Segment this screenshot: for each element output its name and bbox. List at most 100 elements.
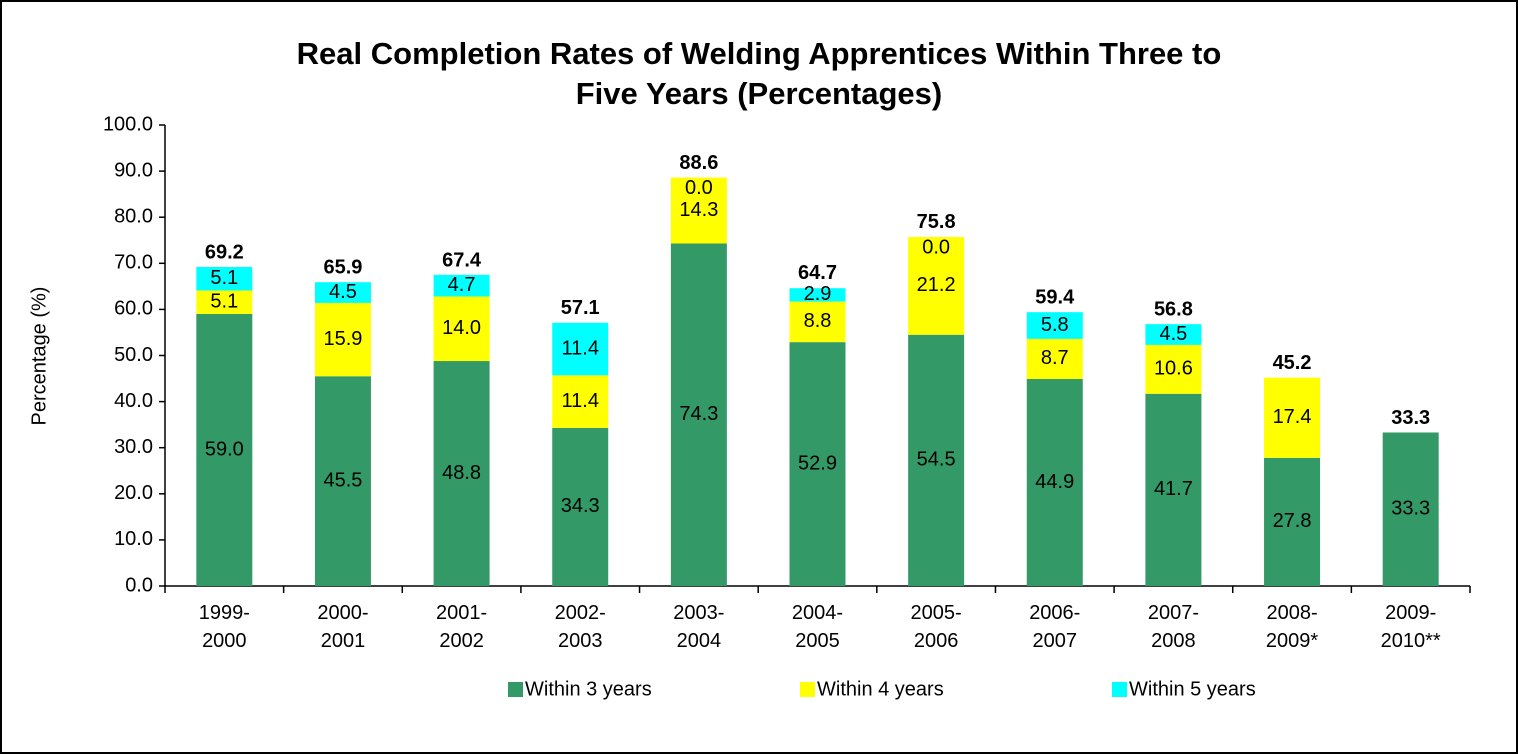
- total-label: 65.9: [323, 256, 362, 278]
- total-label: 33.3: [1391, 407, 1430, 429]
- y-tick-label: 40.0: [114, 390, 153, 412]
- data-label: 59.0: [205, 438, 244, 460]
- data-label: 15.9: [323, 328, 362, 350]
- data-label: 21.2: [917, 274, 956, 296]
- bar-segment: [908, 334, 965, 586]
- bar-segment: [433, 296, 490, 362]
- y-tick-label: 60.0: [114, 298, 153, 320]
- bar-segment: [908, 237, 965, 335]
- total-label: 75.8: [917, 211, 956, 233]
- bar-segment: [1026, 338, 1083, 380]
- total-label: 69.2: [205, 241, 244, 263]
- bar-segment: [552, 322, 609, 376]
- bar-segment: [196, 266, 253, 291]
- y-tick-label: 30.0: [114, 436, 153, 458]
- bar-segment: [1264, 377, 1321, 458]
- x-tick-label: 2004-2005: [792, 602, 843, 652]
- total-label: 57.1: [561, 297, 600, 319]
- y-tick-label: 0.0: [125, 574, 153, 596]
- data-label: 14.3: [679, 199, 718, 221]
- y-tick-label: 50.0: [114, 344, 153, 366]
- data-label: 5.1: [210, 291, 238, 313]
- x-tick-label: 2008-2009*: [1266, 602, 1318, 652]
- data-label: 44.9: [1035, 471, 1074, 493]
- data-label: 14.0: [442, 317, 481, 339]
- legend-swatch: [800, 682, 815, 697]
- total-label: 56.8: [1154, 298, 1193, 320]
- bar-segment: [433, 274, 490, 297]
- data-label: 11.4: [562, 337, 599, 359]
- data-label: 27.8: [1273, 510, 1312, 532]
- bar-segment: [196, 290, 253, 315]
- bar-segment: [1382, 432, 1439, 586]
- x-tick-label: 2009-2010**: [1381, 602, 1441, 652]
- data-label: 34.3: [561, 495, 600, 517]
- x-tick-label: 2007-2008: [1148, 602, 1199, 652]
- legend-label: Within 4 years: [817, 678, 944, 700]
- data-label: 52.9: [798, 452, 837, 474]
- x-tick-label: 2003-2004: [673, 602, 724, 652]
- total-label: 67.4: [442, 250, 482, 272]
- y-axis-label: Percentage (%): [28, 287, 50, 426]
- total-label: 88.6: [679, 152, 718, 174]
- data-label: 8.8: [804, 310, 832, 332]
- data-label: 10.6: [1154, 358, 1193, 380]
- data-label: 0.0: [685, 177, 713, 199]
- bar-segment: [433, 361, 490, 586]
- bar-segment: [1145, 344, 1202, 394]
- chart-title: Real Completion Rates of Welding Apprent…: [297, 36, 1222, 71]
- total-label: 64.7: [798, 262, 837, 284]
- x-tick-label: 2002-2003: [555, 602, 606, 652]
- x-tick-label: 2006-2007: [1029, 602, 1080, 652]
- y-tick-label: 100.0: [103, 113, 153, 135]
- bar-segment: [1145, 324, 1202, 345]
- data-label: 74.3: [679, 403, 718, 425]
- chart-title: Five Years (Percentages): [576, 76, 942, 111]
- y-tick-label: 20.0: [114, 482, 153, 504]
- data-label: 2.9: [804, 283, 832, 305]
- bar-segment: [789, 288, 846, 302]
- bar-segment: [552, 427, 609, 586]
- x-tick-label: 2000-2001: [317, 602, 368, 652]
- data-label: 41.7: [1154, 478, 1193, 500]
- data-label: 45.5: [323, 469, 362, 491]
- data-label: 33.3: [1391, 498, 1430, 520]
- data-label: 0.0: [922, 236, 950, 258]
- y-tick-label: 90.0: [114, 159, 153, 181]
- x-tick-label: 1999-2000: [199, 602, 250, 652]
- bar-segment: [1145, 393, 1202, 586]
- legend-swatch: [508, 682, 523, 697]
- bar-segment: [670, 177, 727, 244]
- data-label: 8.7: [1041, 347, 1069, 369]
- x-tick-label: 2001-2002: [436, 602, 487, 652]
- bar-segment: [670, 243, 727, 587]
- bar-segment: [789, 301, 846, 343]
- bar-segment: [552, 375, 609, 428]
- data-label: 11.4: [562, 390, 599, 412]
- legend-label: Within 3 years: [525, 678, 652, 700]
- data-label: 54.5: [917, 449, 956, 471]
- bar-segment: [1264, 457, 1321, 586]
- data-label: 5.8: [1041, 314, 1069, 336]
- data-label: 4.7: [448, 274, 476, 296]
- bar-segment: [789, 342, 846, 586]
- y-tick-label: 10.0: [114, 528, 153, 550]
- data-label: 17.4: [1273, 406, 1312, 428]
- total-label: 45.2: [1273, 352, 1312, 374]
- bar-segment: [314, 376, 371, 586]
- data-label: 4.5: [329, 281, 357, 303]
- data-label: 5.1: [210, 267, 238, 289]
- legend-label: Within 5 years: [1129, 678, 1256, 700]
- bar-segment: [1026, 379, 1083, 586]
- bar-segment: [314, 282, 371, 303]
- bar-segment: [196, 314, 253, 586]
- bar-segment: [1026, 312, 1083, 339]
- y-tick-label: 70.0: [114, 252, 153, 274]
- x-tick-label: 2005-2006: [911, 602, 962, 652]
- data-label: 4.5: [1160, 323, 1188, 345]
- total-label: 59.4: [1035, 286, 1075, 308]
- data-label: 48.8: [442, 462, 481, 484]
- bar-segment: [314, 302, 371, 377]
